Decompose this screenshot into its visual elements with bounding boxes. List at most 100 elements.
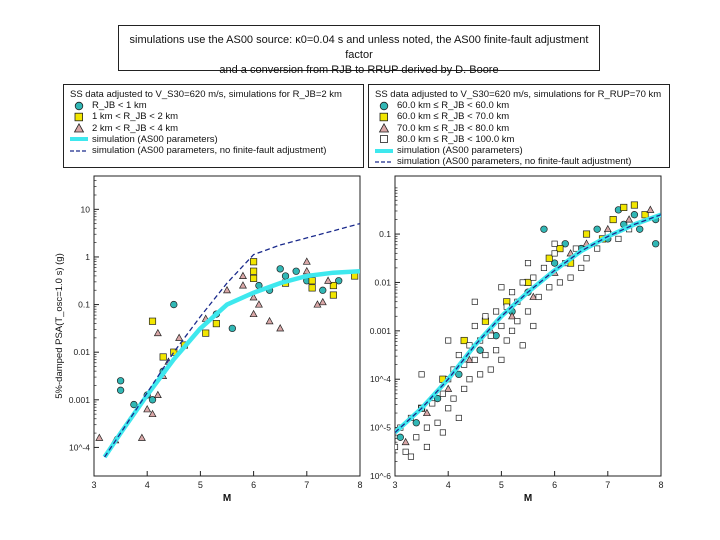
circle-data-point — [412, 419, 420, 427]
square-open-data-point — [503, 337, 510, 344]
square-open-data-point — [578, 264, 585, 271]
triangle-data-point — [529, 292, 538, 300]
square-open-data-point — [395, 443, 399, 451]
circle-data-point — [148, 396, 157, 404]
y-tick-label: 0.001 — [69, 395, 91, 405]
x-tick-label: 7 — [605, 480, 610, 490]
square-open-data-point — [402, 448, 409, 455]
square-data-point — [556, 245, 564, 253]
right-legend-item-label: simulation (AS00 parameters) — [397, 144, 523, 156]
square-open-data-point — [508, 327, 516, 334]
left-legend: SS data adjusted to V_S30=620 m/s, simul… — [63, 84, 364, 168]
right-legend-item: 70.0 km ≤ R_JB < 80.0 km — [375, 123, 669, 134]
square-open-data-point — [530, 322, 537, 330]
circle-data-point — [636, 225, 644, 233]
right-legend-item: 60.0 km ≤ R_JB < 70.0 km — [375, 111, 669, 122]
x-tick-label: 6 — [552, 480, 557, 490]
square-data-point — [329, 281, 337, 290]
left-legend-item-label: 2 km < R_JB < 4 km — [92, 122, 179, 134]
circle-data-point — [540, 225, 548, 233]
square-open-data-point — [439, 429, 446, 436]
triangle-data-point — [153, 390, 162, 398]
y-tick-label: 0.01 — [374, 277, 391, 287]
x-tick-label: 8 — [658, 480, 663, 490]
x-axis-label: M — [223, 493, 231, 504]
plot-frame — [394, 175, 662, 477]
circle-data-point — [476, 346, 484, 354]
square-data-point — [148, 317, 157, 325]
triangle-data-point — [646, 205, 655, 213]
x-axis-label: M — [524, 493, 532, 504]
square-open-data-point — [482, 351, 489, 359]
square-data-point — [620, 203, 628, 212]
square-data-point — [630, 201, 638, 209]
square-open-data-point — [471, 356, 478, 363]
square-data-point — [460, 336, 468, 345]
x-tick-label: 7 — [304, 480, 309, 490]
circle-data-point — [130, 400, 138, 409]
right-legend-item-label: 80.0 km ≤ R_JB < 100.0 km — [397, 133, 515, 145]
square-open-data-point — [535, 293, 542, 301]
square-marker-icon — [70, 112, 88, 122]
square-open-data-point — [556, 279, 563, 286]
square-data-point — [641, 211, 649, 219]
circle-data-point — [561, 240, 569, 248]
x-tick-label: 4 — [145, 480, 150, 490]
square-open-data-point — [493, 347, 500, 354]
square-open-data-point — [530, 274, 537, 281]
triangle-data-point — [444, 384, 453, 392]
square-open-data-point — [407, 453, 415, 460]
triangle-marker-icon — [70, 123, 88, 133]
triangle-data-point — [422, 408, 431, 417]
square-data-point — [545, 254, 553, 262]
square-open-data-point — [567, 274, 574, 281]
square-open-data-point — [466, 376, 473, 383]
square-open-data-point — [455, 414, 462, 421]
square-data-point — [582, 230, 591, 238]
square-open-data-point — [471, 322, 478, 330]
circle-data-point — [276, 265, 284, 273]
circle-data-point — [228, 324, 236, 333]
triangle-data-point — [223, 285, 231, 294]
left-legend-item-label: simulation (AS00 parameters, no finite-f… — [92, 144, 327, 156]
triangle-data-point — [625, 215, 634, 223]
triangle-data-point — [401, 437, 410, 446]
triangle-data-point — [153, 328, 162, 337]
left-legend-title: SS data adjusted to V_S30=620 m/s, simul… — [70, 89, 342, 100]
square-data-point — [308, 284, 316, 292]
left-legend-item-label: simulation (AS00 parameters) — [92, 133, 218, 145]
circle-marker-icon — [70, 101, 88, 111]
note-line-1: simulations use the AS00 source: κ0=0.04… — [129, 34, 589, 61]
x-tick-label: 8 — [357, 480, 362, 490]
left-legend-item: simulation (AS00 parameters, no finite-f… — [70, 145, 363, 156]
left-legend-item-label: 1 km < R_JB < 2 km — [92, 111, 179, 123]
left-legend-item-label: R_JB < 1 km — [92, 100, 147, 112]
circle-data-point — [396, 433, 404, 441]
right-legend-item-label: 60.0 km ≤ R_JB < 60.0 km — [397, 100, 510, 112]
square-data-point — [308, 277, 316, 285]
square-open-data-point — [493, 308, 500, 315]
line-dash-marker-icon — [70, 146, 88, 156]
square-open-data-point — [482, 313, 489, 320]
circle-marker-icon — [375, 101, 393, 111]
square-open-data-point — [498, 284, 505, 291]
left-legend-item: simulation (AS00 parameters) — [70, 134, 363, 145]
y-tick-label: 10^-6 — [370, 471, 391, 481]
square-marker-icon — [375, 112, 393, 122]
square-data-point — [250, 274, 258, 282]
square-open-data-point — [439, 390, 446, 397]
y-tick-label: 10 — [81, 204, 91, 214]
simulation-curve — [102, 268, 360, 459]
square-open-data-point — [572, 245, 579, 252]
x-tick-label: 6 — [251, 480, 256, 490]
triangle-data-point — [302, 257, 311, 265]
right-legend-item-label: simulation (AS00 parameters, no finite-f… — [397, 156, 632, 168]
triangle-data-point — [313, 300, 322, 308]
y-tick-label: 0.1 — [78, 300, 90, 310]
square-open-data-point — [615, 235, 622, 242]
square-open-data-point — [551, 250, 558, 257]
square-open-data-point — [434, 419, 441, 426]
square-open-data-point — [418, 371, 425, 378]
square-data-point — [212, 320, 220, 328]
